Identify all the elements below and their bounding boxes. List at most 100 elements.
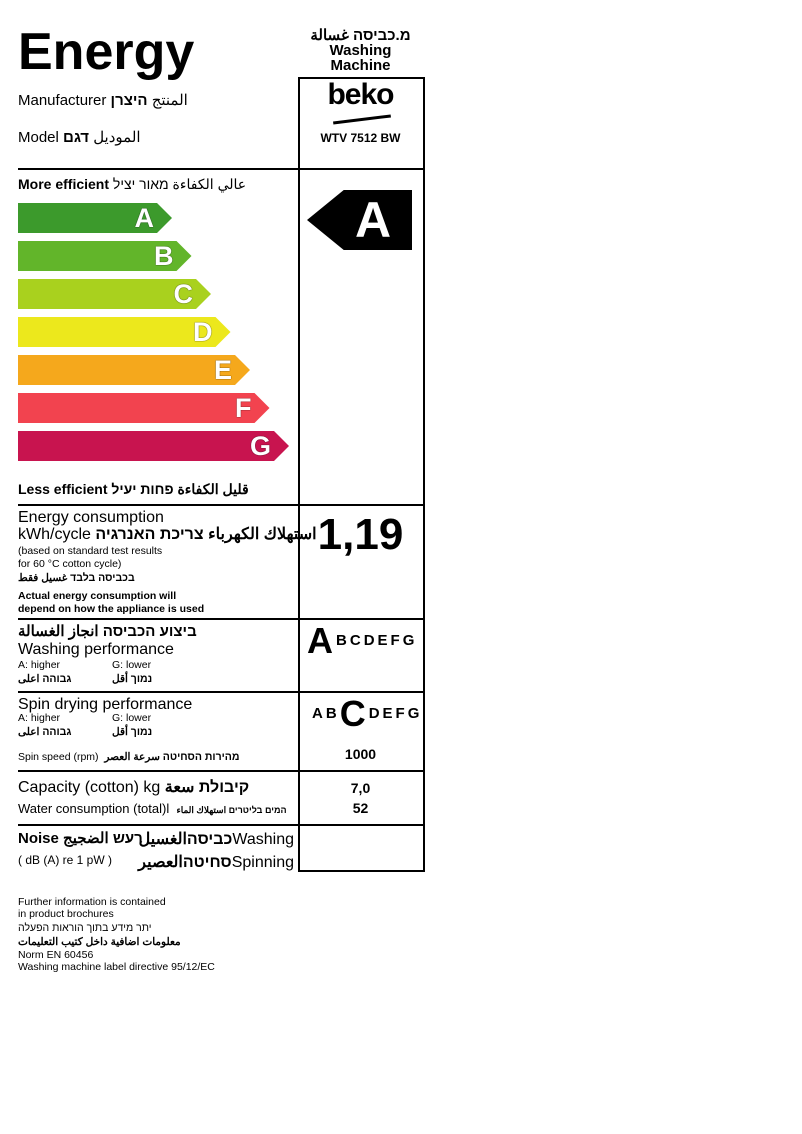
divider (18, 618, 423, 620)
noise-label-he-ar: רעש الضجيج (63, 830, 143, 847)
efficiency-bar-letter: F (235, 392, 252, 423)
noise-washing-label: כביסהالغسيلWashing (139, 829, 294, 849)
model-value: WTV 7512 BW (320, 131, 401, 145)
manufacturer-label: Manufacturer المنتج היצרן (18, 91, 188, 109)
water-label-en: Water consumption (total) (18, 801, 167, 816)
spin-speed-label: Spin speed (rpm) מהירות הסחיטה سرعة العص… (18, 751, 240, 763)
appliance-type-line1: Washing (329, 42, 392, 59)
capacity-label-en: Capacity (cotton) kg (18, 779, 161, 796)
footer-line: Further information is contained (18, 896, 166, 908)
noise-unit: ( dB (A) re 1 pW ) (18, 853, 113, 867)
appliance-type: מ.כביסה غسالة Washing Machine (298, 28, 423, 73)
capacity-value: 7,0 (350, 780, 371, 796)
spin-title: Spin drying performance (18, 696, 193, 713)
efficiency-bar-f: F (18, 393, 270, 423)
divider (18, 770, 423, 772)
efficiency-bar-c: C (18, 279, 211, 309)
brand-logo: beko (327, 78, 394, 111)
rating-letter-f: F (390, 632, 403, 649)
noise-label: Noise רעש الضجيج (18, 829, 143, 847)
divider (18, 168, 423, 170)
noise-spinning-he-ar: סחיטהالعصير (138, 854, 232, 871)
washing-lower-he-ar: נמוך أقل (112, 673, 153, 685)
efficiency-bar-d: D (18, 317, 231, 347)
efficiency-bar-b: B (18, 241, 192, 271)
rating-letter-d: D (363, 632, 378, 649)
rating-letter-f: F (395, 705, 408, 722)
divider (18, 691, 423, 693)
less-efficient-label: Less efficient قليل الكفاءة פחות יעיל (18, 481, 249, 498)
energy-disclaimer-1: Actual energy consumption will (18, 590, 177, 602)
efficiency-bar-letter: G (249, 430, 271, 461)
less-efficient-en: Less efficient (18, 481, 108, 497)
efficiency-bar-e: E (18, 355, 250, 385)
rating-letter: A (355, 192, 392, 248)
efficiency-bar-a: A (18, 203, 172, 233)
spin-higher: A: higher (18, 712, 61, 724)
more-efficient-ar: عالي الكفاءة (172, 176, 247, 192)
rating-letter-b: B (325, 705, 340, 722)
rating-letter-a: A (307, 620, 336, 661)
noise-washing-he-ar: כביסהالغسيل (138, 831, 233, 848)
energy-disclaimer-2: depend on how the appliance is used (18, 603, 205, 615)
energy-label-ar: استهلاك الكهرباء (208, 526, 317, 543)
noise-washing-en: Washing (232, 831, 294, 848)
model-label: Model الموديل דגם (18, 128, 141, 146)
footer-line: יתר מידע בתוך הוראות הפעלה (18, 922, 152, 934)
rating-letter-e: E (377, 632, 391, 649)
spin-lower: G: lower (112, 712, 152, 724)
right-column-box (298, 77, 425, 872)
less-efficient-ar: قليل الكفاءة (177, 481, 249, 497)
divider (18, 824, 423, 826)
capacity-label-he-ar: קיבולת سعة (164, 779, 250, 796)
divider (18, 504, 423, 506)
less-efficient-he: פחות יעיל (111, 481, 174, 497)
efficiency-bar-letter: D (193, 316, 213, 347)
manufacturer-label-ar: المنتج (151, 92, 188, 109)
footer-line: in product brochures (18, 907, 114, 920)
model-label-he: דגם (63, 129, 90, 146)
energy-unit: kWh/cycle (18, 526, 91, 543)
washing-lower: G: lower (112, 659, 152, 671)
more-efficient-he: מאור יציל (112, 176, 169, 192)
appliance-type-he-ar: מ.כביסה غسالة (310, 27, 411, 44)
noise-spinning-label: סחיטהالعصيرSpinning (138, 852, 294, 872)
energy-note-1: (based on standard test results (18, 545, 163, 557)
energy-label-he: צריכת האנרגיה (95, 526, 204, 543)
spin-speed-label-en: Spin speed (rpm) (18, 751, 99, 763)
spin-higher-he-ar: גבוהה اعلى (18, 726, 72, 738)
washing-higher: A: higher (18, 659, 61, 671)
rating-letter-a: A (312, 705, 326, 722)
energy-consumption-section: Energy consumption kWh/cycle استهلاك الك… (18, 509, 317, 616)
rating-letter-e: E (382, 705, 396, 722)
model-label-en: Model (18, 129, 59, 146)
rating-letter-d: D (368, 705, 383, 722)
footer-line: Washing machine label directive 95/12/EC (18, 961, 215, 973)
rating-letter-b: B (336, 632, 350, 649)
noise-spinning-en: Spinning (231, 854, 294, 871)
energy-note-2: for 60 °C cotton cycle) (18, 558, 122, 570)
spin-lower-he-ar: נמוך أقل (112, 726, 153, 738)
footer-line: Norm EN 60456 (18, 949, 94, 961)
capacity-label: Capacity (cotton) kg קיבולת سعة (18, 777, 249, 797)
more-efficient-en: More efficient (18, 176, 110, 192)
efficiency-bar-letter: A (134, 202, 154, 233)
rating-letter-c: C (349, 632, 364, 649)
rating-letter-g: G (402, 632, 418, 649)
energy-value: 1,19 (317, 510, 404, 559)
water-value: 52 (352, 800, 369, 816)
manufacturer-label-en: Manufacturer (18, 92, 107, 109)
spin-speed-label-he-ar: מהירות הסחיטה سرعة العصر (104, 751, 240, 763)
efficiency-bar-letter: B (154, 240, 174, 271)
rating-letter-c: C (339, 693, 369, 734)
efficiency-bar-letter: C (173, 278, 193, 309)
washing-higher-he-ar: גבוהה اعلى (18, 673, 72, 685)
rating-letter-g: G (407, 705, 423, 722)
noise-label-en: Noise (18, 830, 59, 847)
water-unit: l (166, 801, 170, 816)
washing-performance-section: ביצוע הכביסה انجاز الغسالة Washing perfo… (18, 623, 197, 659)
washing-title: Washing performance (18, 641, 174, 658)
water-label-he-ar: המים בליטרים استهلاك الماء (176, 805, 287, 815)
